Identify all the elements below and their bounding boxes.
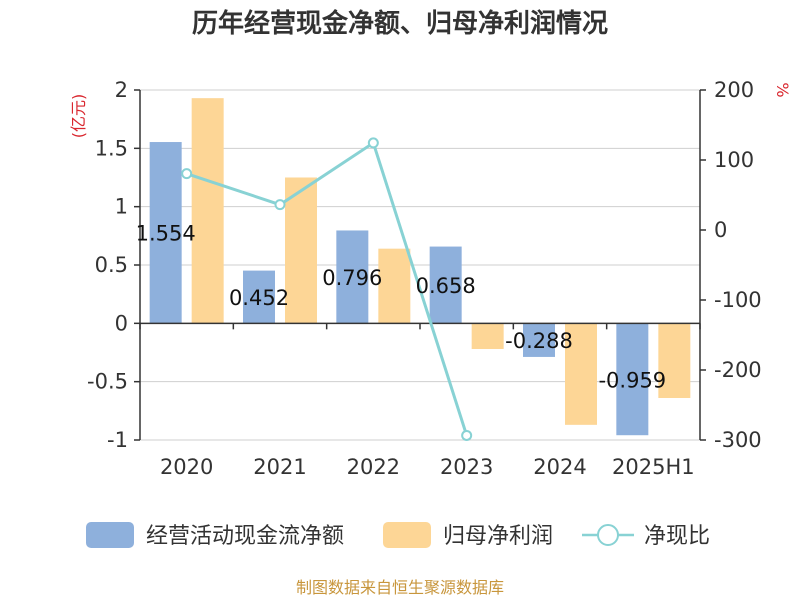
source-note: 制图数据来自恒生聚源数据库 [296,578,504,597]
cash-flow-label-2025H1: -0.959 [598,368,666,392]
cash-flow-bar-2021 [243,270,275,324]
chart-title: 历年经营现金净额、归母净利润情况 [192,8,608,39]
cash-flow-label-2024: -0.288 [505,329,573,353]
left-tick-label: 0.5 [95,253,128,277]
left-axis-unit: (亿元) [69,94,88,139]
cash-flow-label-2021: 0.452 [229,286,289,310]
legend-label-ratio: 净现比 [644,524,710,549]
right-tick-label: -100 [714,288,762,312]
x-tick-label: 2022 [347,455,400,479]
legend-swatch-net-profit [383,522,431,548]
ratio-point [181,168,193,180]
x-tick-label: 2024 [533,455,586,479]
net-profit-bar-2022 [378,248,411,324]
left-tick-label: 0 [115,311,128,335]
right-tick-label: -300 [714,428,762,452]
right-tick-label: 0 [714,218,727,242]
ratio-point [367,137,379,149]
right-tick-label: -200 [714,358,762,382]
legend: 经营活动现金流净额 归母净利润 净现比 [86,522,710,549]
left-tick-label: -0.5 [87,370,128,394]
x-axis: 2020 2021 2022 2023 2024 2025H1 [160,455,695,479]
right-axis-unit: % [773,82,792,97]
net-profit-bar-2024 [565,323,597,425]
left-tick-label: 2 [115,78,128,102]
cash-flow-bar-2022 [336,230,369,324]
cash-flow-bar-2020 [149,142,182,324]
cash-flow-bar-2023 [429,246,462,324]
cash-flow-bar-2025H1 [616,323,649,436]
right-tick-label: 100 [714,148,754,172]
cash-flow-label-2020: 1.554 [136,222,196,246]
cash-flow-bar-2024 [523,323,555,357]
bars [149,98,691,436]
cash-flow-label-2023: 0.658 [416,274,476,298]
legend-swatch-cash-flow [86,522,134,548]
net-profit-bar-2023 [471,323,504,349]
x-tick-label: 2025H1 [612,455,695,479]
x-tick-label: 2020 [160,455,213,479]
net-profit-bar-2020 [191,98,224,324]
left-tick-label: -1 [107,428,128,452]
data-labels: 1.554 0.452 0.796 0.658 -0.288 -0.959 [136,222,667,393]
axes [139,90,701,440]
x-tick-label: 2021 [253,455,306,479]
net-profit-bar-2025H1 [658,323,691,398]
legend-label-cash-flow: 经营活动现金流净额 [146,524,344,549]
left-axis: 2 1.5 1 0.5 0 -0.5 -1 [87,78,140,452]
net-profit-bar-2021 [285,177,317,324]
ratio-line [181,137,473,441]
cash-flow-label-2022: 0.796 [322,266,382,290]
legend-label-net-profit: 归母净利润 [443,524,553,549]
ratio-point [274,199,286,211]
ratio-point [461,429,473,441]
left-tick-label: 1 [115,195,128,219]
ratio-series-line [186,140,469,436]
x-tick-label: 2023 [440,455,493,479]
right-tick-label: 200 [714,78,754,102]
right-axis: 200 100 0 -100 -200 -300 [700,78,762,452]
legend-marker-ratio [597,524,619,546]
left-tick-label: 1.5 [95,136,128,160]
